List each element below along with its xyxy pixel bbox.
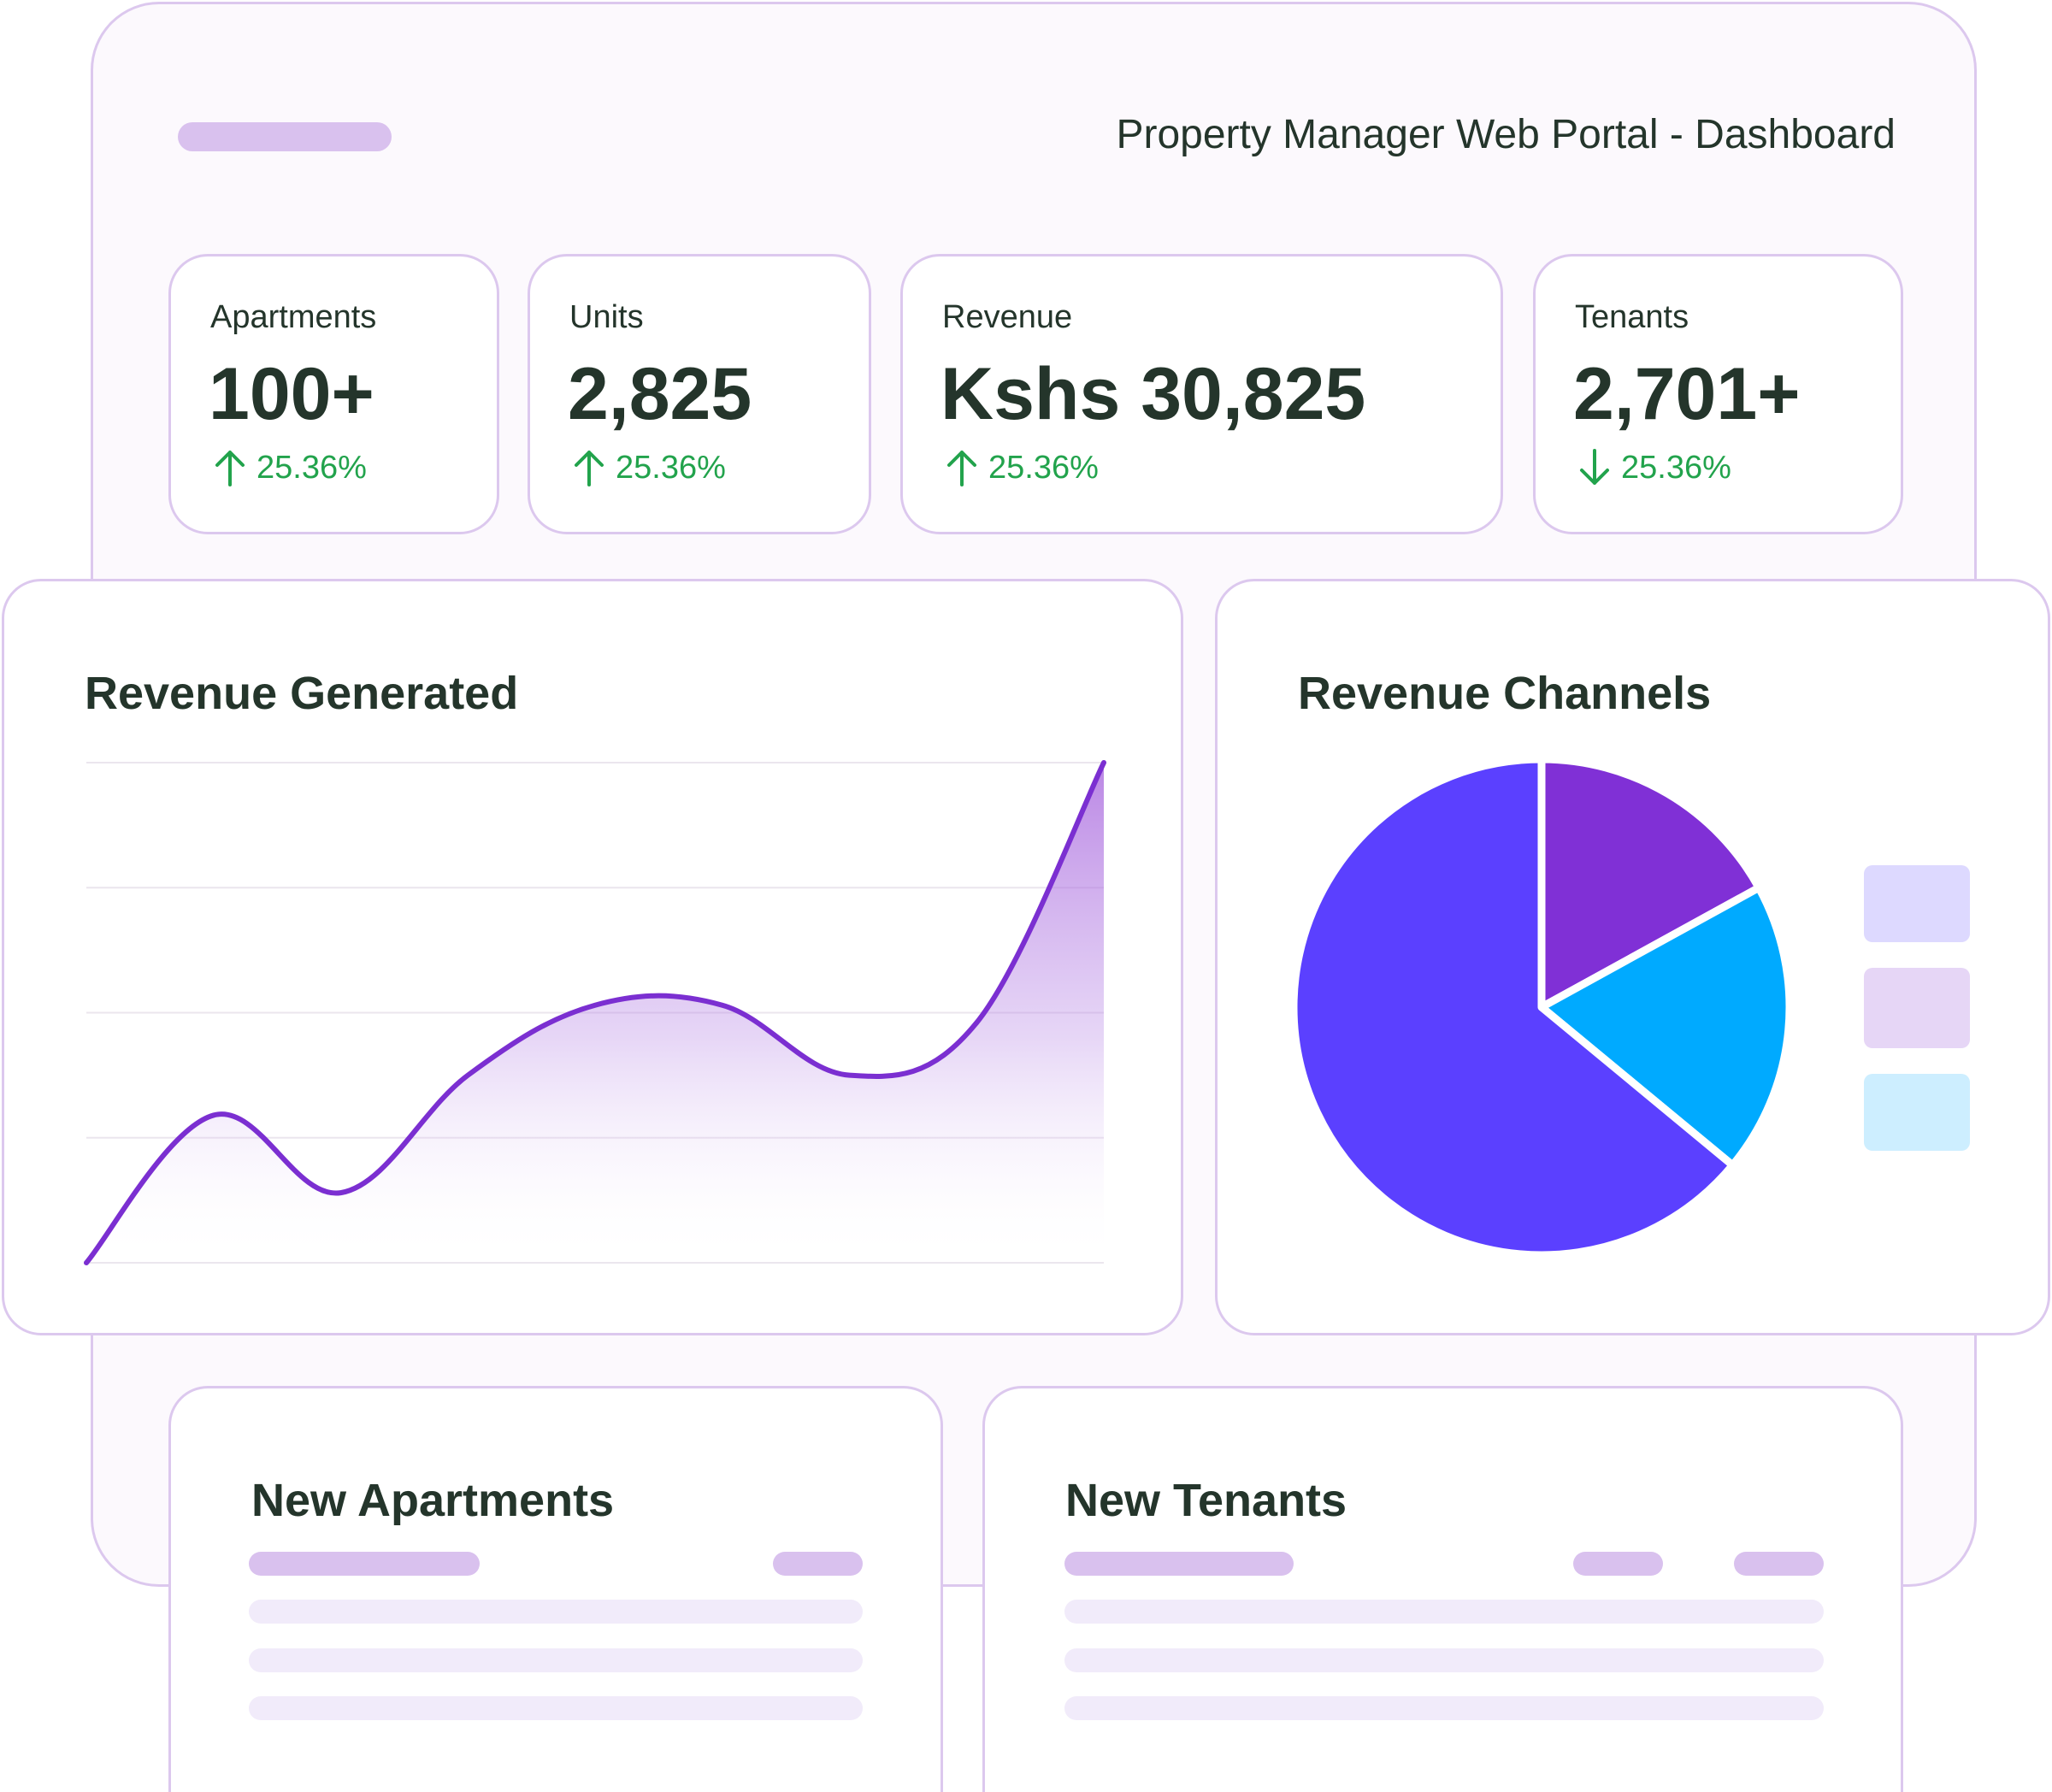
new-tenants-panel: New Tenants	[982, 1386, 1903, 1792]
stat-card-tenants[interactable]: Tenants 2,701+ 25.36%	[1533, 254, 1903, 534]
panel-title: Revenue Channels	[1298, 668, 1712, 719]
table-header-placeholder	[249, 1552, 480, 1576]
panel-title: New Apartments	[251, 1475, 615, 1526]
stat-value: 100+	[209, 353, 374, 435]
table-row[interactable]	[1064, 1648, 1824, 1672]
stat-change: 25.36%	[573, 449, 726, 486]
pie-slice-2[interactable]	[1289, 755, 1737, 1259]
table-row[interactable]	[249, 1600, 863, 1624]
arrow-down-icon	[1580, 449, 1609, 485]
table-row[interactable]	[249, 1648, 863, 1672]
revenue-area-chart[interactable]	[4, 581, 1182, 1335]
stat-card-revenue[interactable]: Revenue Kshs 30,825 25.36%	[900, 254, 1503, 534]
stat-change: 25.36%	[214, 449, 367, 486]
stat-value: Kshs 30,825	[940, 353, 1366, 435]
page-title: Property Manager Web Portal - Dashboard	[1116, 112, 1896, 157]
logo-placeholder	[178, 122, 392, 151]
stat-card-apartments[interactable]: Apartments 100+ 25.36%	[168, 254, 499, 534]
series-line[interactable]	[84, 760, 1106, 1265]
table-header-placeholder	[1573, 1552, 1663, 1576]
table-row[interactable]	[1064, 1600, 1824, 1624]
legend-swatch	[1864, 968, 1970, 1048]
stat-label: Revenue	[942, 299, 1073, 335]
stat-change: 25.36%	[946, 449, 1099, 486]
pie-slice-0[interactable]	[1537, 755, 1763, 1011]
stat-change-value: 25.36%	[616, 449, 726, 486]
stat-change-value: 25.36%	[988, 449, 1099, 486]
table-header-placeholder	[1734, 1552, 1824, 1576]
panel-title: New Tenants	[1065, 1475, 1347, 1526]
stat-label: Apartments	[210, 299, 377, 335]
legend-swatch	[1864, 1074, 1970, 1151]
new-apartments-panel: New Apartments	[168, 1386, 943, 1792]
arrow-up-icon	[947, 451, 976, 486]
table-row[interactable]	[249, 1696, 863, 1720]
arrow-up-icon	[575, 451, 604, 486]
stat-card-units[interactable]: Units 2,825 25.36%	[528, 254, 871, 534]
stat-change-value: 25.36%	[256, 449, 367, 486]
table-header-placeholder	[1064, 1552, 1294, 1576]
stat-label: Units	[569, 299, 644, 335]
stat-value: 2,825	[568, 353, 752, 435]
revenue-generated-panel: Revenue Generated	[2, 579, 1183, 1335]
stat-change: 25.36%	[1578, 449, 1731, 486]
revenue-pie-chart[interactable]	[1282, 752, 1813, 1282]
panel-title: Revenue Generated	[85, 668, 519, 719]
legend-swatch	[1864, 865, 1970, 942]
stat-label: Tenants	[1575, 299, 1689, 335]
table-header-placeholder	[773, 1552, 863, 1576]
area-fill	[86, 763, 1104, 1263]
arrow-up-icon	[215, 451, 245, 486]
stat-change-value: 25.36%	[1621, 449, 1731, 486]
stat-value: 2,701+	[1573, 353, 1801, 435]
table-row[interactable]	[1064, 1696, 1824, 1720]
pie-slice-1[interactable]	[1537, 883, 1794, 1170]
